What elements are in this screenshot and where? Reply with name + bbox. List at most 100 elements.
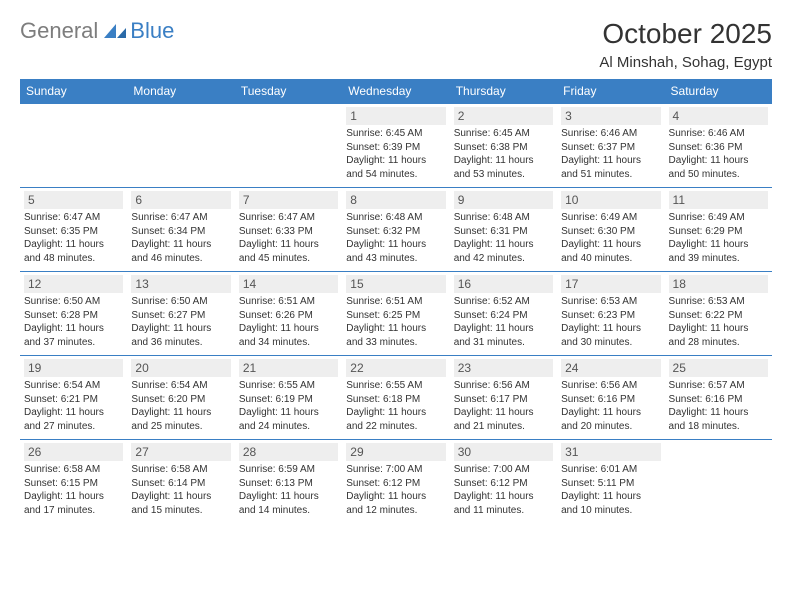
info-line: and 18 minutes. — [669, 420, 768, 434]
info-line: and 10 minutes. — [561, 504, 660, 518]
calendar-cell: 2Sunrise: 6:45 AMSunset: 6:38 PMDaylight… — [450, 104, 557, 188]
info-line: Daylight: 11 hours — [346, 406, 445, 420]
info-line: Sunset: 6:30 PM — [561, 225, 660, 239]
calendar-cell: 29Sunrise: 7:00 AMSunset: 6:12 PMDayligh… — [342, 440, 449, 524]
info-line: Daylight: 11 hours — [346, 490, 445, 504]
info-line: Sunset: 6:38 PM — [454, 141, 553, 155]
day-info: Sunrise: 6:46 AMSunset: 6:36 PMDaylight:… — [669, 127, 768, 181]
info-line: Sunrise: 6:49 AM — [561, 211, 660, 225]
day-info: Sunrise: 6:53 AMSunset: 6:22 PMDaylight:… — [669, 295, 768, 349]
info-line: and 51 minutes. — [561, 168, 660, 182]
info-line: Sunrise: 6:58 AM — [24, 463, 123, 477]
info-line: Sunrise: 6:55 AM — [346, 379, 445, 393]
calendar-cell: 4 Sunrise: 6:46 AMSunset: 6:36 PMDaylight… — [665, 104, 772, 188]
day-number: 3 — [561, 107, 660, 125]
info-line: Sunrise: 7:00 AM — [454, 463, 553, 477]
info-line: Sunrise: 6:51 AM — [239, 295, 338, 309]
day-number: 4 — [669, 107, 768, 125]
calendar-cell: 9Sunrise: 6:48 AMSunset: 6:31 PMDaylight… — [450, 188, 557, 272]
info-line: and 22 minutes. — [346, 420, 445, 434]
info-line: Sunset: 6:36 PM — [669, 141, 768, 155]
info-line: Daylight: 11 hours — [239, 406, 338, 420]
day-info: Sunrise: 6:01 AMSunset: 5:11 PMDaylight:… — [561, 463, 660, 517]
info-line: Sunset: 6:33 PM — [239, 225, 338, 239]
info-line: and 36 minutes. — [131, 336, 230, 350]
info-line: Daylight: 11 hours — [561, 238, 660, 252]
info-line: Daylight: 11 hours — [454, 154, 553, 168]
info-line: Daylight: 11 hours — [346, 154, 445, 168]
info-line: Sunset: 6:25 PM — [346, 309, 445, 323]
info-line: Daylight: 11 hours — [239, 490, 338, 504]
calendar-cell: 13Sunrise: 6:50 AMSunset: 6:27 PMDayligh… — [127, 272, 234, 356]
day-info: Sunrise: 6:56 AMSunset: 6:16 PMDaylight:… — [561, 379, 660, 433]
day-info: Sunrise: 7:00 AMSunset: 6:12 PMDaylight:… — [454, 463, 553, 517]
info-line: and 53 minutes. — [454, 168, 553, 182]
calendar-cell: 16Sunrise: 6:52 AMSunset: 6:24 PMDayligh… — [450, 272, 557, 356]
calendar-cell: 12Sunrise: 6:50 AMSunset: 6:28 PMDayligh… — [20, 272, 127, 356]
info-line: Daylight: 11 hours — [131, 406, 230, 420]
calendar-cell: 22Sunrise: 6:55 AMSunset: 6:18 PMDayligh… — [342, 356, 449, 440]
info-line: and 43 minutes. — [346, 252, 445, 266]
info-line: and 27 minutes. — [24, 420, 123, 434]
info-line: Sunset: 6:39 PM — [346, 141, 445, 155]
info-line: Daylight: 11 hours — [131, 322, 230, 336]
info-line: Sunset: 6:21 PM — [24, 393, 123, 407]
day-info: Sunrise: 6:48 AMSunset: 6:32 PMDaylight:… — [346, 211, 445, 265]
day-info: Sunrise: 6:55 AMSunset: 6:18 PMDaylight:… — [346, 379, 445, 433]
info-line: and 37 minutes. — [24, 336, 123, 350]
day-number: 14 — [239, 275, 338, 293]
logo-text-blue: Blue — [130, 18, 174, 44]
info-line: Sunrise: 6:54 AM — [131, 379, 230, 393]
info-line: Daylight: 11 hours — [561, 154, 660, 168]
calendar-week-row: 26Sunrise: 6:58 AMSunset: 6:15 PMDayligh… — [20, 440, 772, 524]
info-line: Daylight: 11 hours — [454, 490, 553, 504]
info-line: and 39 minutes. — [669, 252, 768, 266]
info-line: and 20 minutes. — [561, 420, 660, 434]
info-line: Daylight: 11 hours — [239, 322, 338, 336]
info-line: Sunset: 6:19 PM — [239, 393, 338, 407]
day-number: 19 — [24, 359, 123, 377]
info-line: Sunset: 6:37 PM — [561, 141, 660, 155]
info-line: Sunrise: 6:47 AM — [131, 211, 230, 225]
day-number: 25 — [669, 359, 768, 377]
info-line: Sunrise: 6:48 AM — [346, 211, 445, 225]
day-info: Sunrise: 6:59 AMSunset: 6:13 PMDaylight:… — [239, 463, 338, 517]
day-info: Sunrise: 6:54 AMSunset: 6:21 PMDaylight:… — [24, 379, 123, 433]
calendar-cell: 8 Sunrise: 6:48 AMSunset: 6:32 PMDaylight… — [342, 188, 449, 272]
info-line: Sunset: 6:17 PM — [454, 393, 553, 407]
title-block: October 2025 Al Minshah, Sohag, Egypt — [599, 18, 772, 71]
calendar-body: 1Sunrise: 6:45 AMSunset: 6:39 PMDaylight… — [20, 104, 772, 524]
day-number: 10 — [561, 191, 660, 209]
day-number: 13 — [131, 275, 230, 293]
day-number: 27 — [131, 443, 230, 461]
calendar-cell: 30Sunrise: 7:00 AMSunset: 6:12 PMDayligh… — [450, 440, 557, 524]
day-info: Sunrise: 6:52 AMSunset: 6:24 PMDaylight:… — [454, 295, 553, 349]
day-number: 8 — [346, 191, 445, 209]
info-line: Sunset: 6:16 PM — [669, 393, 768, 407]
day-info: Sunrise: 6:51 AMSunset: 6:26 PMDaylight:… — [239, 295, 338, 349]
info-line: Sunrise: 6:50 AM — [24, 295, 123, 309]
info-line: Daylight: 11 hours — [561, 490, 660, 504]
day-info: Sunrise: 6:47 AMSunset: 6:35 PMDaylight:… — [24, 211, 123, 265]
calendar-cell: 3Sunrise: 6:46 AMSunset: 6:37 PMDaylight… — [557, 104, 664, 188]
info-line: and 40 minutes. — [561, 252, 660, 266]
info-line: Sunset: 6:29 PM — [669, 225, 768, 239]
info-line: and 15 minutes. — [131, 504, 230, 518]
info-line: Daylight: 11 hours — [131, 238, 230, 252]
calendar-cell: 7Sunrise: 6:47 AMSunset: 6:33 PMDaylight… — [235, 188, 342, 272]
info-line: Sunset: 6:32 PM — [346, 225, 445, 239]
day-info: Sunrise: 6:49 AMSunset: 6:29 PMDaylight:… — [669, 211, 768, 265]
calendar-table: SundayMondayTuesdayWednesdayThursdayFrid… — [20, 79, 772, 524]
info-line: and 17 minutes. — [24, 504, 123, 518]
calendar-cell: 15Sunrise: 6:51 AMSunset: 6:25 PMDayligh… — [342, 272, 449, 356]
info-line: Sunset: 6:12 PM — [346, 477, 445, 491]
day-info: Sunrise: 6:58 AMSunset: 6:14 PMDaylight:… — [131, 463, 230, 517]
day-number: 23 — [454, 359, 553, 377]
weekday-header: Monday — [127, 79, 234, 104]
info-line: Daylight: 11 hours — [561, 406, 660, 420]
calendar-week-row: 12Sunrise: 6:50 AMSunset: 6:28 PMDayligh… — [20, 272, 772, 356]
info-line: Sunrise: 6:46 AM — [669, 127, 768, 141]
info-line: Sunset: 6:22 PM — [669, 309, 768, 323]
page-title: October 2025 — [599, 18, 772, 50]
weekday-header: Sunday — [20, 79, 127, 104]
